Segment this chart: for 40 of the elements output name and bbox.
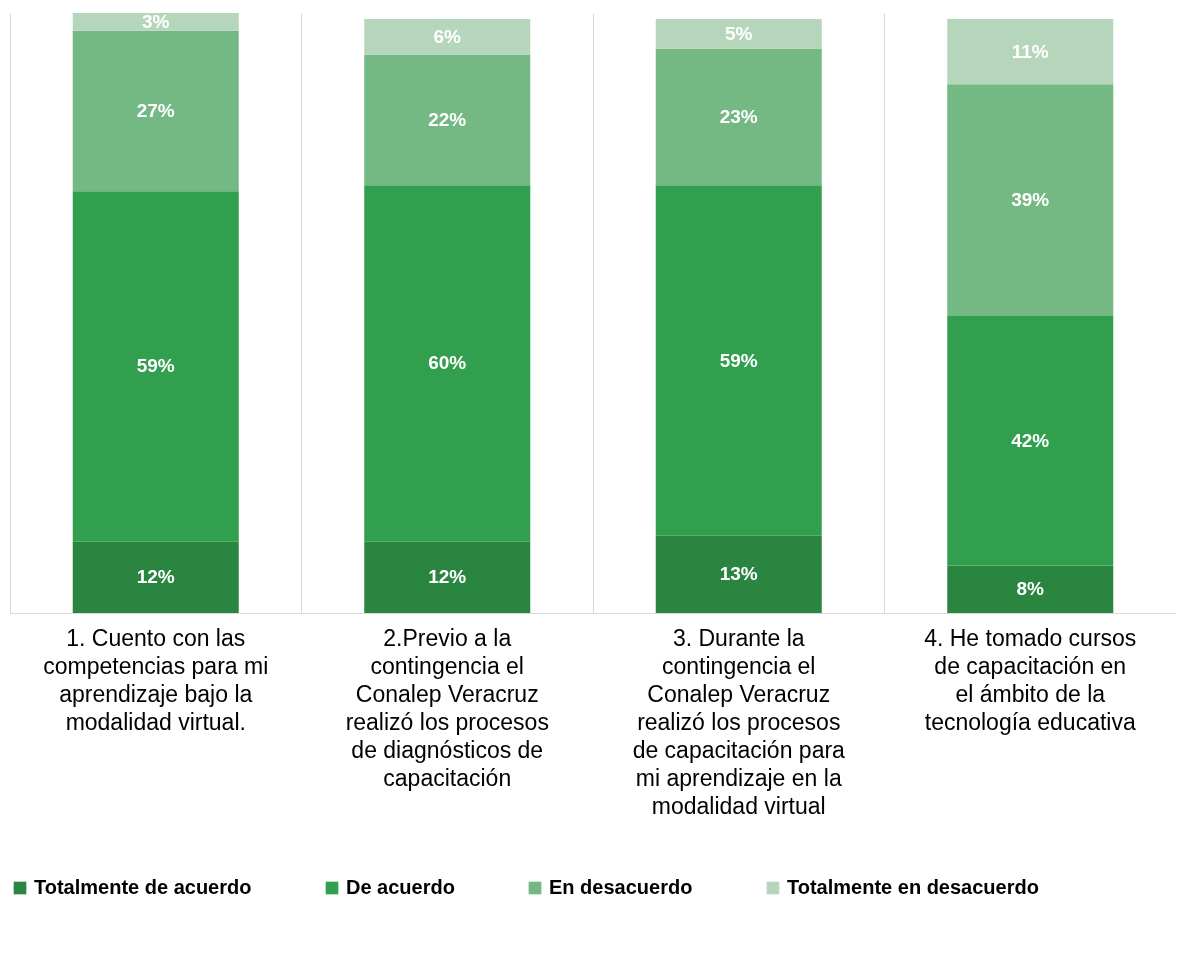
data-label: 23% (719, 105, 758, 127)
bar (364, 541, 531, 613)
bar (947, 18, 1114, 85)
data-label: 8% (1016, 578, 1045, 600)
data-label: 60% (428, 352, 467, 374)
x-tick-label: 4. He tomado cursos de capacitación en el ámbito de la tecnología educativa (924, 624, 1137, 735)
legend-label: Totalmente de acuerdo (34, 876, 252, 898)
bar (947, 84, 1114, 316)
bar (947, 315, 1114, 566)
data-label: 59% (719, 349, 758, 371)
data-label: 13% (719, 563, 758, 585)
data-label: 39% (1011, 189, 1050, 211)
data-label: 12% (136, 566, 175, 588)
data-label: 22% (428, 108, 467, 130)
data-label: 3% (142, 10, 170, 32)
legend-label: De acuerdo (346, 876, 455, 898)
data-label: 5% (725, 22, 753, 44)
bar (364, 18, 531, 55)
bar (72, 30, 239, 192)
bar (72, 191, 239, 542)
data-label: 12% (428, 566, 467, 588)
bar (947, 565, 1114, 613)
bar (72, 13, 239, 31)
data-label: 6% (433, 25, 462, 47)
data-label: 27% (136, 100, 175, 122)
data-label: 11% (1011, 40, 1049, 62)
data-label: 42% (1011, 429, 1050, 451)
bar (655, 535, 822, 613)
x-tick-label: 2.Previo a la contingencia el Conalep Veracruz realizó los procesos de diagnósticos de capacitación (345, 624, 549, 791)
bar (72, 541, 239, 613)
bar (364, 54, 531, 186)
bar (655, 18, 822, 49)
data-label: 59% (136, 355, 175, 377)
bar (655, 185, 822, 536)
legend-label: Totalmente en desacuerdo (787, 876, 1039, 898)
x-tick-label: 1. Cuento con las competencias para mi aprendizaje bajo la modalidad virtual. (43, 624, 269, 735)
legend-label: En desacuerdo (549, 876, 693, 898)
bar (364, 185, 531, 542)
x-tick-label: 3. Durante la contingencia el Conalep Veracruz realizó los procesos de capacitación para mi aprendizaje en la modalidad virtual (632, 624, 846, 819)
bar (655, 48, 822, 186)
